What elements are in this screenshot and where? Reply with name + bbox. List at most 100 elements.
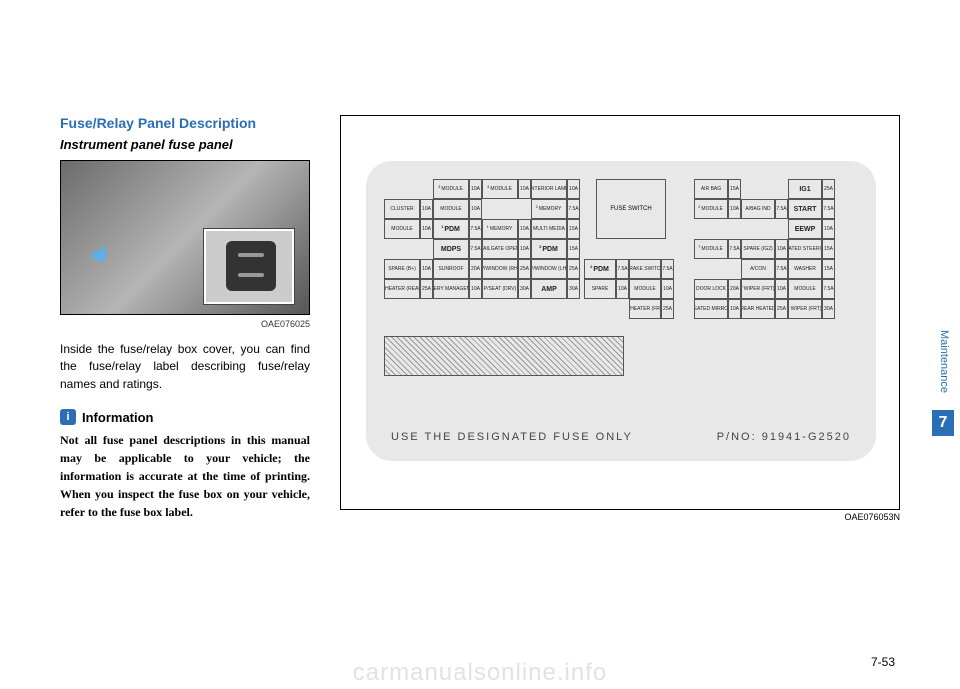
fuse-cell: P/WINDOW (RH): [482, 259, 518, 279]
fuse-cell: AIR BAG: [694, 179, 728, 199]
fuse-amp: 30A: [567, 279, 580, 299]
fuse-amp: 10A: [469, 279, 482, 299]
fuse-cell: INTERIOR LAMP: [531, 179, 567, 199]
fuse-cell: SPARE (B+): [384, 259, 420, 279]
fuse-amp: 10A: [728, 199, 741, 219]
fuse-amp: 20A: [469, 259, 482, 279]
fuse-amp: 10A: [420, 199, 433, 219]
fuse-cell: P/SEAT (DRV): [482, 279, 518, 299]
fuse-amp: 15A: [822, 259, 835, 279]
watermark: carmanualsonline.info: [353, 659, 607, 687]
fuse-amp: 30A: [822, 299, 835, 319]
fuse-cell: START: [788, 199, 822, 219]
footer-right: P/NO: 91941-G2520: [717, 431, 851, 443]
fuse-amp: 10A: [469, 179, 482, 199]
fuse-amp: 15A: [822, 239, 835, 259]
fuse-cell: MDPS: [433, 239, 469, 259]
fuse-amp: 7.5A: [661, 259, 674, 279]
fuse-cell: A/CON: [741, 259, 775, 279]
fuse-cell: SPARE (IG2): [741, 239, 775, 259]
fuse-cell: DOOR LOCK: [694, 279, 728, 299]
fuse-cell: S/HEATER (FRT): [629, 299, 661, 319]
fuse-amp: 7.5A: [469, 239, 482, 259]
fuse-amp: 10A: [775, 279, 788, 299]
fuse-cell: 4MODULE: [482, 179, 518, 199]
fuse-amp: 10A: [518, 239, 531, 259]
fuse-amp: 25A: [661, 299, 674, 319]
fuse-amp: 25A: [420, 279, 433, 299]
fuse-cell: MODULE: [788, 279, 822, 299]
fuse-amp: 10A: [728, 299, 741, 319]
fuse-cell: 3MODULE: [433, 179, 469, 199]
fuse-amp: 15A: [567, 239, 580, 259]
info-text: Not all fuse panel descriptions in this …: [60, 431, 310, 521]
fuse-amp: 25A: [822, 179, 835, 199]
hatched-area: [384, 336, 624, 376]
fuse-cell: 1WIPER (FRT): [788, 299, 822, 319]
arrow-icon: [89, 246, 113, 268]
fuse-amp: 7.5A: [822, 199, 835, 219]
fuse-switch-box: FUSE SWITCH: [596, 179, 666, 239]
fuse-amp: 10A: [567, 179, 580, 199]
fuse-amp: 25A: [567, 259, 580, 279]
fuse-cell: 2PDM: [584, 259, 616, 279]
fuse-cell: 1PDM: [433, 219, 469, 239]
photo-fuse-panel: [60, 160, 310, 315]
fuse-amp: 10A: [518, 179, 531, 199]
fuse-cell: AMP: [531, 279, 567, 299]
fuse-cell: WASHER: [788, 259, 822, 279]
fuse-cell: IG1: [788, 179, 822, 199]
fuse-cell: MULTI MEDIA: [531, 219, 567, 239]
fuse-cell: A/BAG IND: [741, 199, 775, 219]
fuse-cell: MODULE: [433, 199, 469, 219]
fuse-cell: HEATED STEERING: [788, 239, 822, 259]
fuse-cell: P/WINDOW (LH): [531, 259, 567, 279]
fuse-cell: 7MODULE: [694, 239, 728, 259]
fuse-amp: 7.5A: [775, 259, 788, 279]
fuse-cell: TAILGATE OPEN: [482, 239, 518, 259]
heading-fuse-relay: Fuse/Relay Panel Description: [60, 115, 310, 131]
fuse-cell: 2WIPER (FRT): [741, 279, 775, 299]
fuse-cell: SPARE: [584, 279, 616, 299]
diagram-id: OAE076053N: [340, 512, 900, 522]
fuse-amp: 10A: [822, 219, 835, 239]
fuse-cell: S/HEATER (REAR): [384, 279, 420, 299]
fuse-amp: 10A: [775, 239, 788, 259]
fuse-amp: 10A: [616, 279, 629, 299]
fuse-amp: 10A: [420, 259, 433, 279]
fuse-amp: 7.5A: [616, 259, 629, 279]
fuse-plate: 3MODULE10A4MODULE10AINTERIOR LAMP10ACLUS…: [366, 161, 876, 461]
fuse-cell: 2MEMORY: [531, 199, 567, 219]
fuse-amp: 10A: [518, 219, 531, 239]
fuse-amp: 30A: [518, 279, 531, 299]
info-title: Information: [82, 410, 154, 425]
footer-left: USE THE DESIGNATED FUSE ONLY: [391, 431, 633, 443]
fuse-cell: CLUSTER: [384, 199, 420, 219]
fuse-amp: 20A: [728, 279, 741, 299]
fuse-amp: 15A: [728, 179, 741, 199]
fuse-amp: 7.5A: [775, 199, 788, 219]
fuse-cell: BRAKE SWITCH: [629, 259, 661, 279]
fuse-amp: 10A: [420, 219, 433, 239]
fuse-amp: 25A: [518, 259, 531, 279]
fuse-cell: HEATED MIRROR: [694, 299, 728, 319]
fuse-amp: 25A: [775, 299, 788, 319]
fuse-diagram: 3MODULE10A4MODULE10AINTERIOR LAMP10ACLUS…: [340, 115, 900, 510]
fuse-cell: MODULE: [384, 219, 420, 239]
side-chapter-number: 7: [932, 410, 954, 436]
fuse-cell: 2MODULE: [694, 199, 728, 219]
fuse-cell: MODULE: [629, 279, 661, 299]
fuse-cell: SUNROOF: [433, 259, 469, 279]
fuse-cell: 1MEMORY: [482, 219, 518, 239]
subheading-panel: Instrument panel fuse panel: [60, 137, 310, 152]
fuse-amp: 10A: [661, 279, 674, 299]
fuse-amp: 7.5A: [567, 199, 580, 219]
info-icon: i: [60, 409, 76, 425]
fuse-cell: 3PDM: [531, 239, 567, 259]
fuse-cell: BATTERY MANAGEMENT: [433, 279, 469, 299]
side-tab-label: Maintenance: [938, 330, 950, 393]
fuse-amp: 10A: [469, 199, 482, 219]
body-text: Inside the fuse/relay box cover, you can…: [60, 341, 310, 393]
fuse-amp: 7.5A: [822, 279, 835, 299]
fuse-cell: EEWP: [788, 219, 822, 239]
